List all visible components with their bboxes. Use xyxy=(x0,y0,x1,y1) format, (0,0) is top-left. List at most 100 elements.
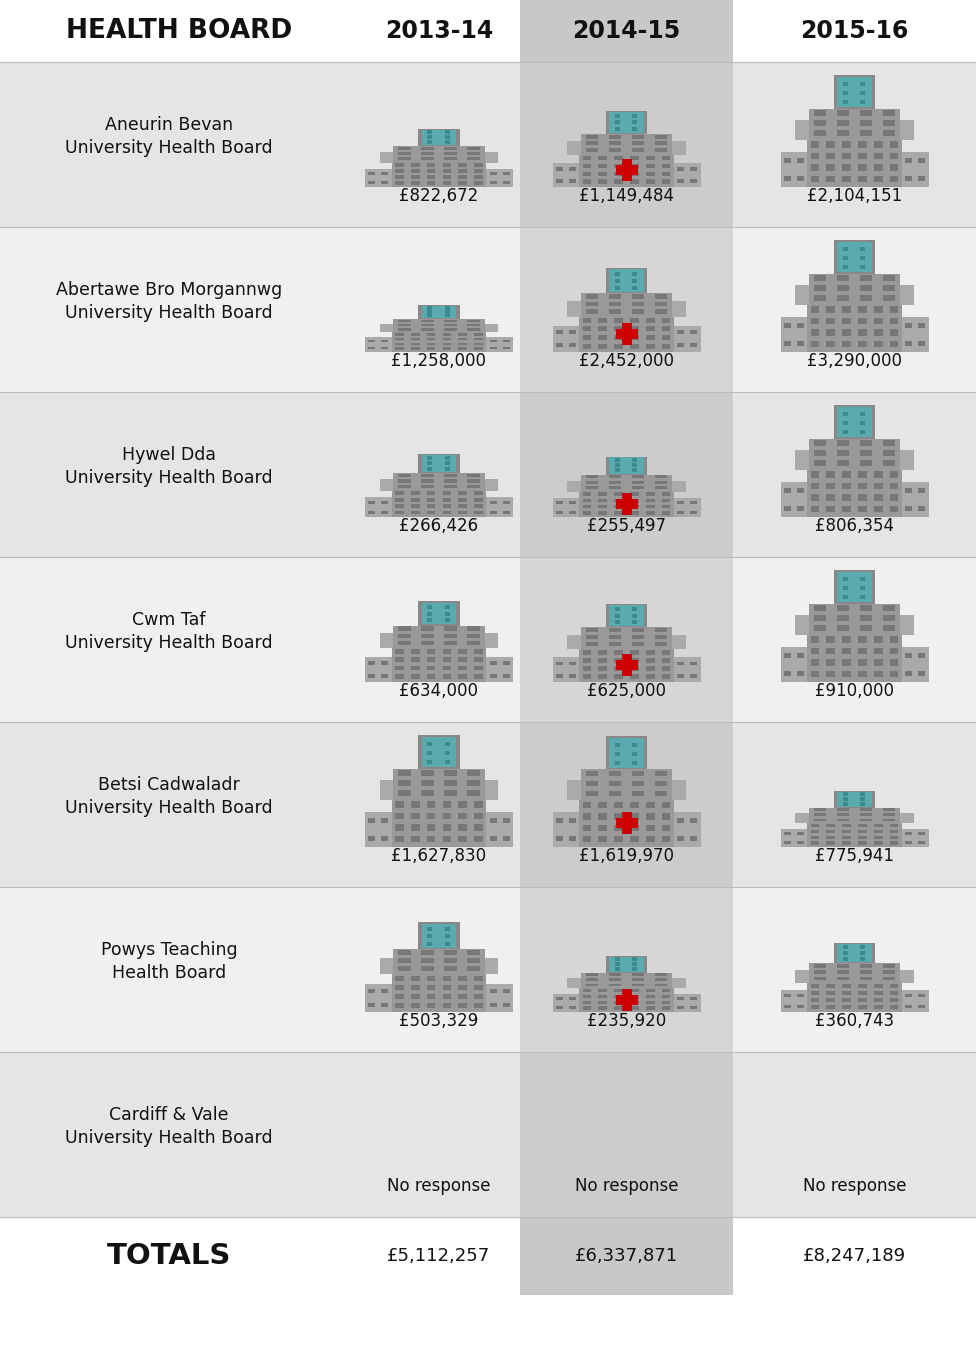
Bar xyxy=(365,497,391,517)
Bar xyxy=(569,836,576,841)
Bar xyxy=(427,674,435,679)
Bar xyxy=(797,833,804,836)
Bar xyxy=(858,319,867,324)
Bar xyxy=(598,344,607,348)
Bar xyxy=(459,984,468,990)
Bar xyxy=(422,158,434,161)
Bar xyxy=(807,824,902,846)
Bar xyxy=(781,482,807,517)
Bar xyxy=(427,510,435,514)
Bar xyxy=(419,922,460,949)
Bar xyxy=(459,836,468,842)
Bar xyxy=(662,498,671,502)
Bar xyxy=(834,791,875,807)
Bar xyxy=(583,163,591,169)
Bar xyxy=(615,459,620,463)
Text: £910,000: £910,000 xyxy=(815,682,894,701)
Bar xyxy=(445,743,450,745)
Bar xyxy=(630,666,638,671)
Bar xyxy=(646,498,655,502)
Bar xyxy=(614,659,623,663)
Bar xyxy=(781,829,807,846)
Bar xyxy=(442,657,451,661)
Bar xyxy=(614,344,623,348)
Bar xyxy=(690,167,697,171)
Bar xyxy=(609,957,644,972)
Bar xyxy=(485,779,498,801)
Bar xyxy=(662,802,671,809)
Bar xyxy=(860,945,865,949)
Bar xyxy=(442,169,451,173)
Bar xyxy=(843,576,848,580)
Bar xyxy=(581,628,672,649)
Bar xyxy=(459,666,468,671)
Bar xyxy=(827,836,835,838)
Text: £775,941: £775,941 xyxy=(815,846,894,865)
Bar xyxy=(690,818,697,824)
Bar xyxy=(419,601,460,625)
Bar xyxy=(615,967,620,971)
Bar xyxy=(811,483,820,490)
Bar xyxy=(468,320,480,323)
Bar xyxy=(918,833,925,836)
Bar xyxy=(811,984,820,988)
Bar xyxy=(874,153,882,159)
Bar xyxy=(411,802,420,809)
Bar xyxy=(474,825,483,832)
Bar xyxy=(842,671,851,678)
Bar xyxy=(811,648,820,655)
Bar xyxy=(784,841,791,844)
Text: £806,354: £806,354 xyxy=(815,517,894,535)
Bar xyxy=(555,662,563,666)
Bar xyxy=(0,722,976,887)
Bar xyxy=(598,335,607,340)
Bar xyxy=(427,347,435,350)
Bar xyxy=(918,671,925,676)
Bar xyxy=(520,887,733,1052)
Bar xyxy=(398,320,411,323)
Bar xyxy=(395,343,404,346)
Bar xyxy=(520,392,733,558)
Bar xyxy=(672,142,686,155)
Bar xyxy=(411,347,420,350)
Bar xyxy=(807,305,902,352)
Bar xyxy=(631,142,644,146)
Bar xyxy=(382,836,388,841)
Bar xyxy=(631,984,644,987)
Bar xyxy=(655,148,668,153)
Bar xyxy=(836,460,849,466)
Bar xyxy=(427,462,432,466)
Bar xyxy=(579,317,673,352)
Bar xyxy=(583,344,591,348)
Bar xyxy=(382,674,388,678)
Bar xyxy=(632,279,637,284)
Bar xyxy=(442,994,451,999)
Bar xyxy=(445,942,450,946)
Bar xyxy=(503,347,509,350)
Bar xyxy=(814,814,827,817)
Bar xyxy=(474,666,483,671)
Bar xyxy=(468,769,480,776)
Bar xyxy=(905,1004,912,1008)
Bar xyxy=(889,306,898,313)
Text: £1,258,000: £1,258,000 xyxy=(391,352,486,370)
Bar xyxy=(609,979,622,981)
Bar xyxy=(552,325,579,352)
Bar xyxy=(632,963,637,967)
Bar xyxy=(874,483,882,490)
Bar xyxy=(586,628,598,632)
Bar xyxy=(0,0,976,62)
Bar xyxy=(474,802,483,809)
Bar xyxy=(858,342,867,347)
Bar xyxy=(398,780,411,786)
Bar xyxy=(615,286,620,290)
Bar xyxy=(843,100,848,104)
Bar xyxy=(646,344,655,348)
Bar xyxy=(486,811,513,846)
Bar xyxy=(814,120,827,126)
Bar xyxy=(586,135,598,139)
Bar xyxy=(842,1006,851,1010)
Bar xyxy=(395,657,404,661)
Bar xyxy=(843,82,848,86)
Bar xyxy=(520,0,733,62)
